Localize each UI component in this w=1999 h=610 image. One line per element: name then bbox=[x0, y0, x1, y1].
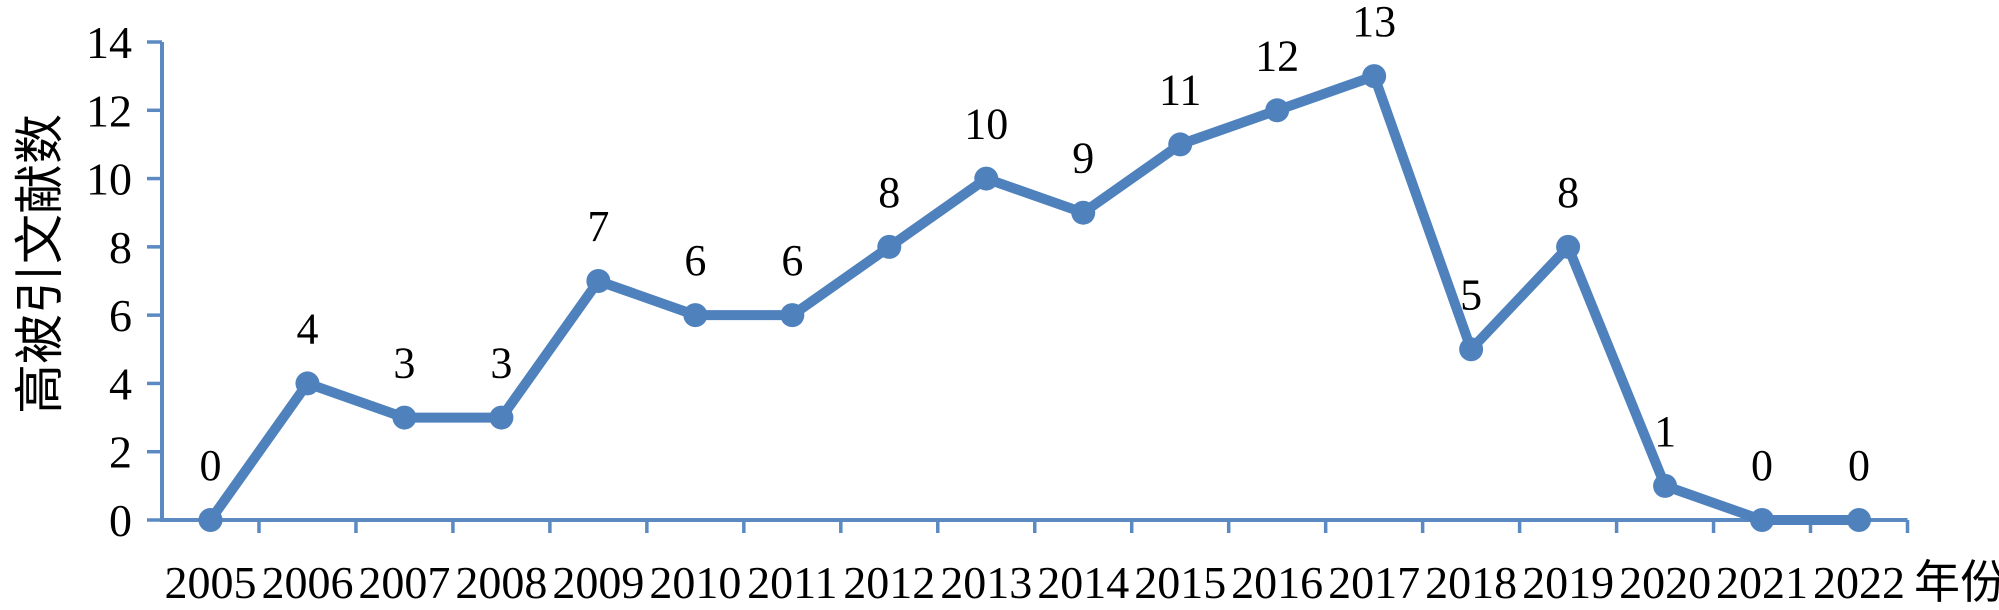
y-tick-label: 2 bbox=[109, 427, 132, 478]
x-axis-title: 年份 bbox=[1914, 557, 1999, 608]
data-label: 8 bbox=[1557, 168, 1579, 217]
data-point-marker bbox=[683, 303, 708, 328]
x-tick-label: 2020 bbox=[1619, 557, 1711, 608]
data-label: 10 bbox=[964, 100, 1008, 149]
data-label: 7 bbox=[587, 202, 609, 251]
x-tick-label: 2011 bbox=[747, 557, 837, 608]
data-point-marker bbox=[489, 405, 514, 430]
data-label: 1 bbox=[1654, 407, 1676, 456]
y-tick-label: 6 bbox=[109, 290, 132, 341]
data-point-marker bbox=[198, 508, 223, 532]
data-point-marker bbox=[1556, 234, 1581, 259]
data-label: 12 bbox=[1255, 31, 1299, 80]
x-tick-label: 2019 bbox=[1522, 557, 1614, 608]
x-tick-label: 2021 bbox=[1716, 557, 1808, 608]
data-point-marker bbox=[1750, 508, 1775, 532]
data-label: 6 bbox=[684, 236, 706, 285]
data-point-marker bbox=[295, 371, 320, 396]
data-label: 8 bbox=[878, 168, 900, 217]
data-point-marker bbox=[392, 405, 417, 430]
x-tick-label: 2012 bbox=[843, 557, 935, 608]
data-label: 11 bbox=[1159, 65, 1201, 114]
x-tick-label: 2016 bbox=[1231, 557, 1323, 608]
data-label: 0 bbox=[199, 441, 221, 490]
y-tick-label: 12 bbox=[86, 85, 132, 136]
data-point-marker bbox=[586, 269, 611, 293]
data-point-marker bbox=[780, 303, 805, 328]
x-tick-label: 2014 bbox=[1037, 557, 1129, 608]
y-tick-label: 0 bbox=[109, 495, 132, 546]
data-label: 3 bbox=[393, 339, 415, 388]
data-label: 3 bbox=[490, 339, 512, 388]
x-tick-label: 2006 bbox=[261, 557, 353, 608]
y-tick-label: 14 bbox=[86, 17, 132, 68]
data-point-marker bbox=[974, 166, 999, 191]
x-tick-label: 2009 bbox=[552, 557, 644, 608]
x-tick-label: 2018 bbox=[1425, 557, 1517, 608]
data-point-marker bbox=[1265, 98, 1290, 123]
data-point-marker bbox=[1847, 508, 1872, 532]
x-tick-label: 2013 bbox=[940, 557, 1032, 608]
y-tick-label: 8 bbox=[109, 222, 132, 273]
data-label: 6 bbox=[781, 236, 803, 285]
data-line bbox=[205, 71, 1864, 525]
data-point-marker bbox=[877, 234, 902, 259]
data-point-marker bbox=[1653, 473, 1678, 498]
y-tick-label: 10 bbox=[86, 154, 132, 205]
data-label: 5 bbox=[1460, 270, 1482, 319]
x-tick-label: 2007 bbox=[358, 557, 450, 608]
x-tick-label: 2008 bbox=[455, 557, 547, 608]
x-tick-label: 2015 bbox=[1134, 557, 1226, 608]
x-tick-label: 2010 bbox=[649, 557, 741, 608]
x-tick-label: 2017 bbox=[1328, 557, 1420, 608]
data-label: 4 bbox=[296, 304, 318, 353]
data-point-marker bbox=[1071, 200, 1096, 225]
data-label: 0 bbox=[1751, 441, 1773, 490]
data-point-marker bbox=[1362, 64, 1387, 89]
data-point-marker bbox=[1459, 337, 1484, 362]
data-label: 0 bbox=[1848, 441, 1870, 490]
data-point-marker bbox=[1168, 132, 1193, 157]
y-tick-label: 4 bbox=[109, 358, 132, 409]
x-tick-label: 2005 bbox=[164, 557, 256, 608]
data-label: 13 bbox=[1352, 0, 1396, 46]
x-tick-label: 2022 bbox=[1813, 557, 1905, 608]
data-label: 9 bbox=[1072, 134, 1094, 183]
